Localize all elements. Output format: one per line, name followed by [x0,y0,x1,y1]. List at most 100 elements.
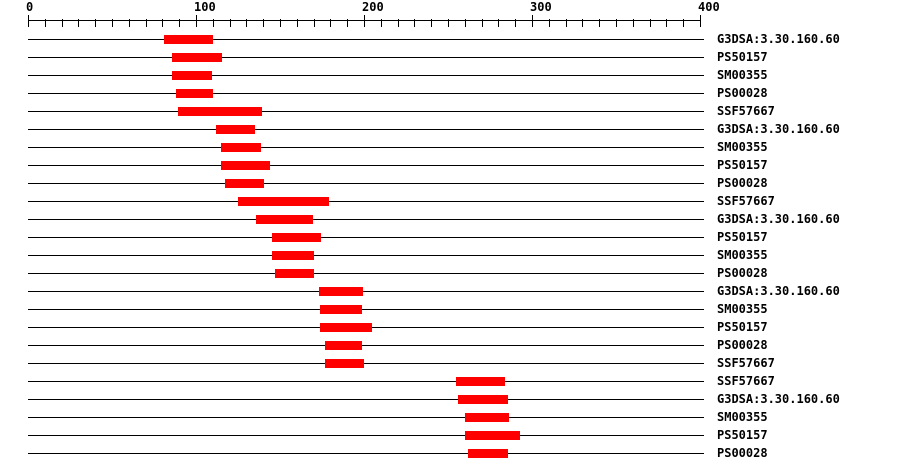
axis-tick-label: 400 [698,0,720,14]
axis-minor-tick [666,19,667,27]
axis-minor-tick [616,19,617,27]
match-bar [256,215,313,224]
match-bar [325,359,364,368]
signature-label: G3DSA:3.30.160.60 [717,122,840,136]
sequence-line [28,309,704,310]
sequence-line [28,201,704,202]
axis-major-tick [700,15,701,27]
axis-minor-tick [95,19,96,27]
match-bar [465,431,520,440]
axis-minor-tick [633,19,634,27]
signature-label: G3DSA:3.30.160.60 [717,212,840,226]
signature-label: G3DSA:3.30.160.60 [717,284,840,298]
signature-label: PS00028 [717,266,768,280]
axis-minor-tick [330,19,331,27]
match-bar [178,107,262,116]
signature-label: G3DSA:3.30.160.60 [717,32,840,46]
axis-tick-label: 300 [530,0,552,14]
axis-minor-tick [599,19,600,27]
match-bar [458,395,508,404]
axis-minor-tick [398,19,399,27]
signature-label: PS50157 [717,428,768,442]
sequence-line [28,183,704,184]
axis-minor-tick [112,19,113,27]
axis-minor-tick [381,19,382,27]
axis-minor-tick [179,19,180,27]
axis-major-tick [532,15,533,27]
sequence-line [28,39,704,40]
signature-label: PS50157 [717,230,768,244]
axis-minor-tick [582,19,583,27]
sequence-line [28,291,704,292]
match-bar [468,449,508,458]
signature-label: SSF57667 [717,374,775,388]
sequence-line [28,237,704,238]
match-bar [272,251,314,260]
signature-label: SM00355 [717,140,768,154]
axis-minor-tick [431,19,432,27]
axis-minor-tick [414,19,415,27]
match-bar [221,161,270,170]
sequence-line [28,165,704,166]
axis-tick-label: 200 [362,0,384,14]
match-bar [465,413,509,422]
sequence-line [28,129,704,130]
axis-minor-tick [78,19,79,27]
sequence-line [28,417,704,418]
axis-minor-tick [314,19,315,27]
axis-major-tick [28,15,29,27]
sequence-line [28,363,704,364]
axis-minor-tick [448,19,449,27]
signature-label: PS50157 [717,50,768,64]
axis-minor-tick [650,19,651,27]
signature-label: PS00028 [717,86,768,100]
axis-minor-tick [162,19,163,27]
axis-minor-tick [230,19,231,27]
match-bar [320,305,362,314]
match-bar [275,269,314,278]
sequence-line [28,399,704,400]
sequence-line [28,219,704,220]
axis-minor-tick [280,19,281,27]
signature-label: SM00355 [717,248,768,262]
axis-minor-tick [498,19,499,27]
sequence-line [28,57,704,58]
signature-label: SSF57667 [717,356,775,370]
axis-minor-tick [465,19,466,27]
axis-major-tick [364,15,365,27]
axis-minor-tick [263,19,264,27]
signature-label: G3DSA:3.30.160.60 [717,392,840,406]
axis-major-tick [196,15,197,27]
axis-tick-label: 100 [194,0,216,14]
signature-label: SM00355 [717,68,768,82]
match-bar [319,287,363,296]
match-bar [238,197,329,206]
sequence-line [28,453,704,454]
axis-minor-tick [45,19,46,27]
sequence-line [28,255,704,256]
signature-label: PS50157 [717,320,768,334]
sequence-line [28,435,704,436]
match-bar [225,179,264,188]
signature-label: PS00028 [717,176,768,190]
sequence-line [28,273,704,274]
signature-label: SSF57667 [717,194,775,208]
signature-label: SSF57667 [717,104,775,118]
match-bar [176,89,213,98]
axis-minor-tick [129,19,130,27]
match-bar [272,233,321,242]
axis-minor-tick [683,19,684,27]
sequence-line [28,75,704,76]
sequence-line [28,147,704,148]
match-bar [172,71,212,80]
match-bar [221,143,261,152]
axis-minor-tick [515,19,516,27]
axis-minor-tick [246,19,247,27]
sequence-line [28,381,704,382]
axis-minor-tick [549,19,550,27]
sequence-line [28,93,704,94]
axis-minor-tick [146,19,147,27]
axis-tick-label: 0 [26,0,34,14]
axis-minor-tick [482,19,483,27]
